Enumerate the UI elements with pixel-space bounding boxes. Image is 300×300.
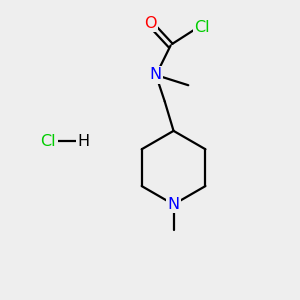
Text: H: H <box>78 134 90 149</box>
Text: O: O <box>144 16 156 31</box>
Text: Cl: Cl <box>194 20 210 35</box>
Text: N: N <box>167 197 180 212</box>
Text: Cl: Cl <box>40 134 56 149</box>
Text: N: N <box>150 68 162 82</box>
